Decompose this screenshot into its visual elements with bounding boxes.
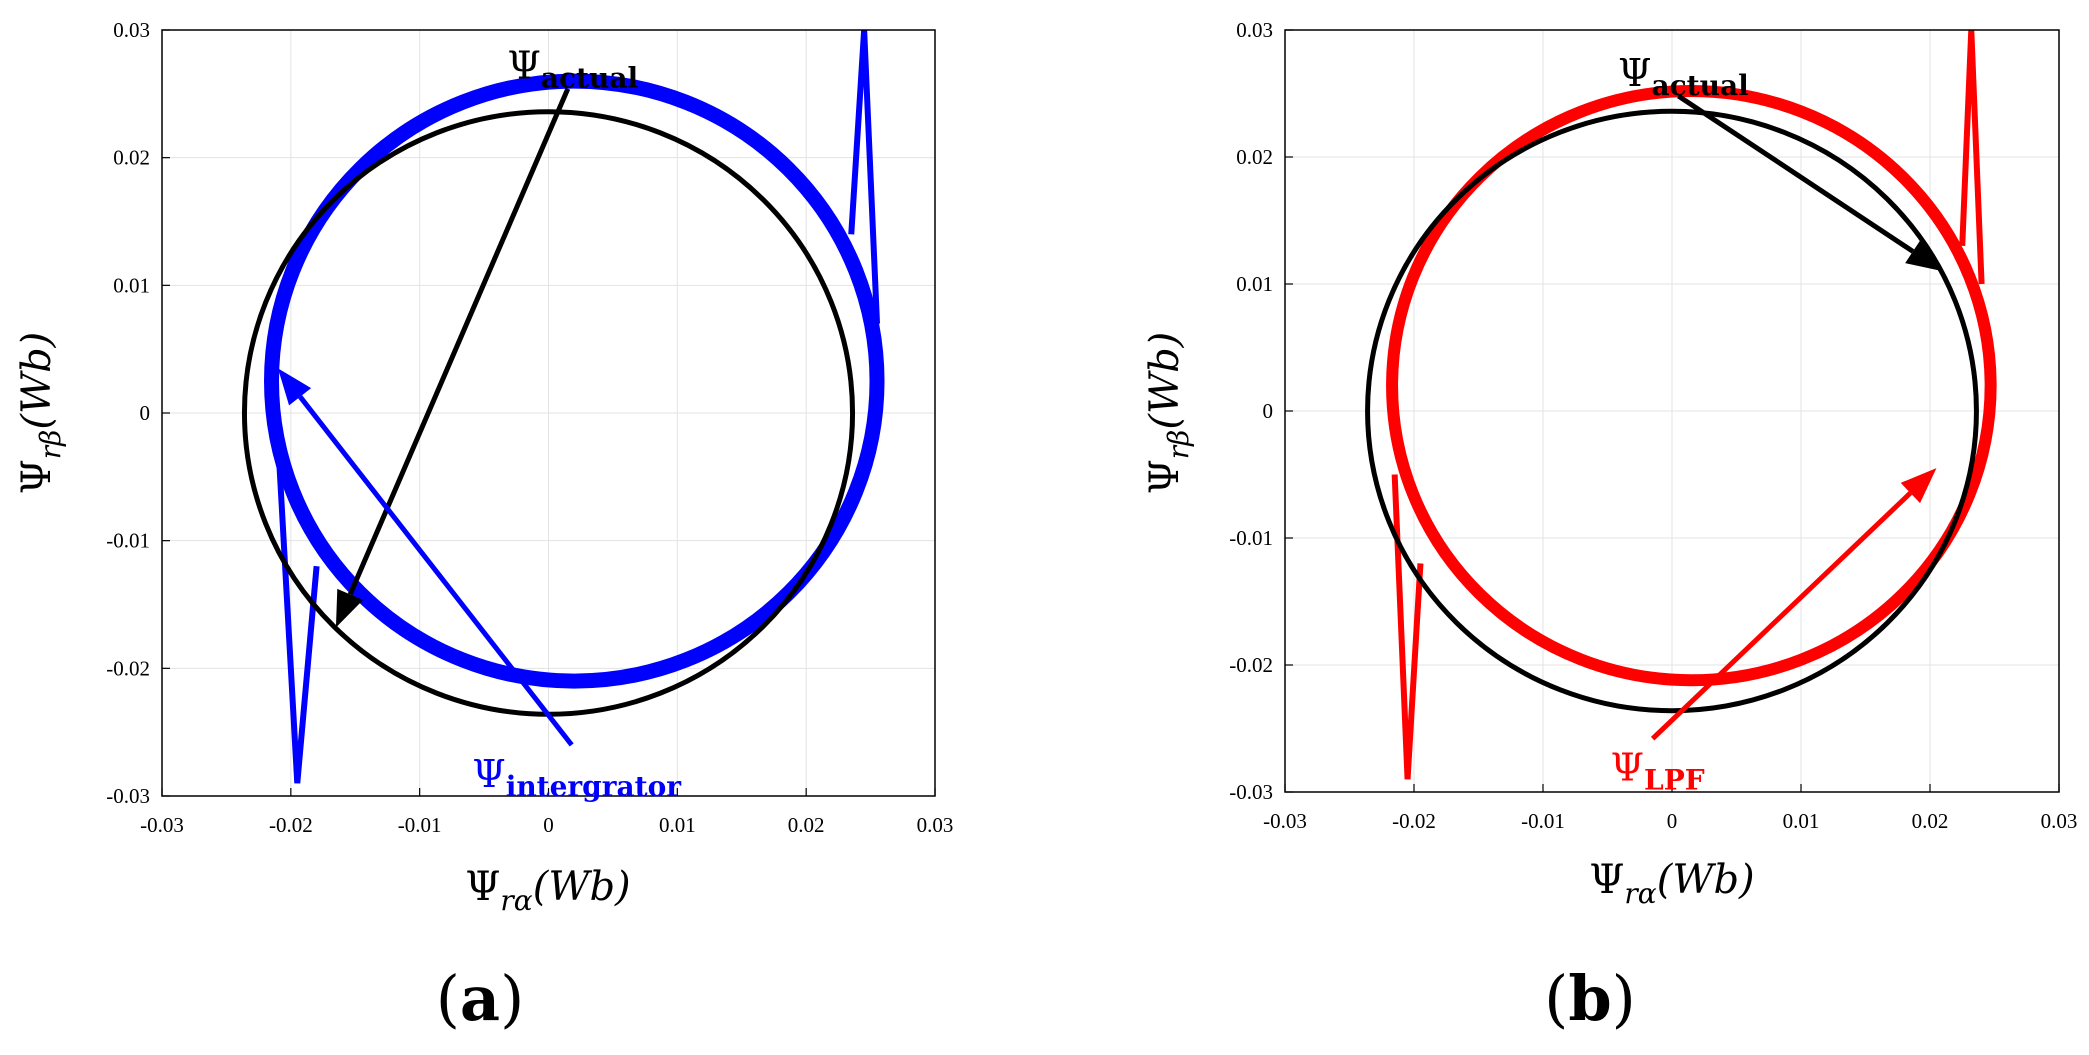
annotation-subscript: actual bbox=[541, 62, 638, 95]
y-axis-label-symbol: Ψ bbox=[14, 459, 60, 494]
series-actual-circle bbox=[1365, 108, 1979, 714]
x-axis-label-unit: (Wb) bbox=[1657, 857, 1755, 903]
x-axis-label: Ψrα(Wb) bbox=[1589, 857, 1754, 910]
y-tick-label: -0.02 bbox=[106, 656, 150, 680]
annotation-subscript: intergrator bbox=[506, 770, 683, 803]
annotation-symbol: Ψ bbox=[1611, 746, 1644, 790]
x-tick-labels: -0.03 -0.02 -0.01 0 0.01 0.02 0.03 bbox=[1263, 784, 2077, 833]
x-axis-label-sub: rα bbox=[500, 884, 532, 917]
annotation-label: Ψactual bbox=[1618, 51, 1749, 102]
annotation-arrow-line bbox=[1677, 93, 1915, 254]
y-tick-label: -0.03 bbox=[1229, 780, 1273, 804]
y-axis-label-sub: rβ bbox=[34, 430, 67, 460]
x-tick-label: -0.02 bbox=[1392, 809, 1436, 833]
y-tick-label: 0.03 bbox=[1236, 18, 1273, 42]
x-tick-label: 0.02 bbox=[788, 813, 825, 837]
x-tick-label: 0.03 bbox=[2041, 809, 2078, 833]
x-tick-label: 0.01 bbox=[659, 813, 696, 837]
x-tick-label: 0 bbox=[1667, 809, 1678, 833]
x-tick-label: -0.01 bbox=[398, 813, 442, 837]
annotation-subscript: LPF bbox=[1644, 764, 1705, 797]
y-axis-label-unit: (Wb) bbox=[1142, 332, 1188, 430]
panel-label-b: (b) bbox=[1544, 962, 1636, 1035]
panel-label-b-letter: b bbox=[1568, 962, 1611, 1035]
y-tick-label: 0 bbox=[140, 401, 151, 425]
annotation-symbol: Ψ bbox=[508, 44, 541, 88]
y-tick-labels: -0.03 -0.02 -0.01 0 0.01 0.02 0.03 bbox=[1229, 18, 1293, 804]
annotation-symbol: Ψ bbox=[472, 752, 505, 796]
panel-label-a-letter: a bbox=[460, 962, 500, 1035]
panel-label-a: (a) bbox=[436, 962, 525, 1035]
x-axis-label-symbol: Ψ bbox=[1589, 857, 1624, 903]
x-tick-label: 0.01 bbox=[1783, 809, 1820, 833]
x-axis-label: Ψrα(Wb) bbox=[465, 864, 630, 917]
panel-b: -0.03 -0.02 -0.01 0 0.01 0.02 0.03 -0.03-0.02-… bbox=[1142, 18, 2077, 1035]
y-tick-label: 0.01 bbox=[1236, 272, 1273, 296]
x-axis-label-unit: (Wb) bbox=[533, 864, 631, 910]
y-axis-label-unit: (Wb) bbox=[14, 332, 60, 430]
annotation-arrow-head bbox=[277, 368, 312, 406]
x-tick-labels: -0.03 -0.02 -0.01 0 0.01 0.02 0.03 bbox=[140, 788, 953, 837]
y-tick-label: 0.03 bbox=[113, 18, 150, 42]
annotation-label: Ψintergrator bbox=[472, 752, 682, 803]
x-axis-label-sub: rα bbox=[1624, 877, 1656, 910]
x-tick-label: 0 bbox=[543, 813, 554, 837]
y-axis-label-sub: rβ bbox=[1162, 430, 1195, 460]
y-tick-label: -0.01 bbox=[1229, 526, 1273, 550]
annotation-symbol: Ψ bbox=[1618, 51, 1651, 95]
annotation-label: ΨLPF bbox=[1611, 746, 1705, 797]
annotation-subscript: actual bbox=[1651, 69, 1748, 102]
annotation-label: Ψactual bbox=[508, 44, 639, 95]
panel-a: -0.03 -0.02 -0.01 0 0.01 0.02 0.03 -0.03-0.02-… bbox=[14, 18, 953, 1035]
y-axis-label-symbol: Ψ bbox=[1142, 459, 1188, 494]
y-tick-label: 0.01 bbox=[113, 273, 150, 297]
y-tick-labels: -0.03 -0.02 -0.01 0 0.01 0.02 0.03 bbox=[106, 18, 170, 808]
series-spike bbox=[274, 438, 320, 784]
x-tick-label: 0.03 bbox=[917, 813, 954, 837]
y-tick-label: 0 bbox=[1263, 399, 1274, 423]
y-tick-label: 0.02 bbox=[1236, 145, 1273, 169]
x-tick-label: -0.03 bbox=[140, 813, 184, 837]
series-spike bbox=[1391, 474, 1424, 780]
annotation-arrow-line bbox=[298, 395, 574, 747]
y-axis-label: Ψrβ(Wb) bbox=[14, 332, 67, 495]
annotation-arrow-head bbox=[335, 588, 364, 628]
x-axis-label-symbol: Ψ bbox=[465, 864, 500, 910]
y-axis-label: Ψrβ(Wb) bbox=[1142, 332, 1195, 495]
series-estimated-loop bbox=[264, 73, 885, 689]
x-tick-label: -0.03 bbox=[1263, 809, 1307, 833]
y-tick-label: 0.02 bbox=[113, 146, 150, 170]
x-tick-label: -0.01 bbox=[1521, 809, 1565, 833]
annotation-arrow-line bbox=[1650, 491, 1913, 741]
series-estimated-loop bbox=[1386, 84, 1997, 687]
x-tick-label: 0.02 bbox=[1912, 809, 1949, 833]
x-tick-label: -0.02 bbox=[269, 813, 313, 837]
annotation-arrow-head bbox=[1900, 468, 1937, 504]
y-tick-label: -0.02 bbox=[1229, 653, 1273, 677]
y-tick-label: -0.03 bbox=[106, 784, 150, 808]
y-tick-label: -0.01 bbox=[106, 529, 150, 553]
annotation-arrow-head bbox=[1905, 239, 1943, 272]
